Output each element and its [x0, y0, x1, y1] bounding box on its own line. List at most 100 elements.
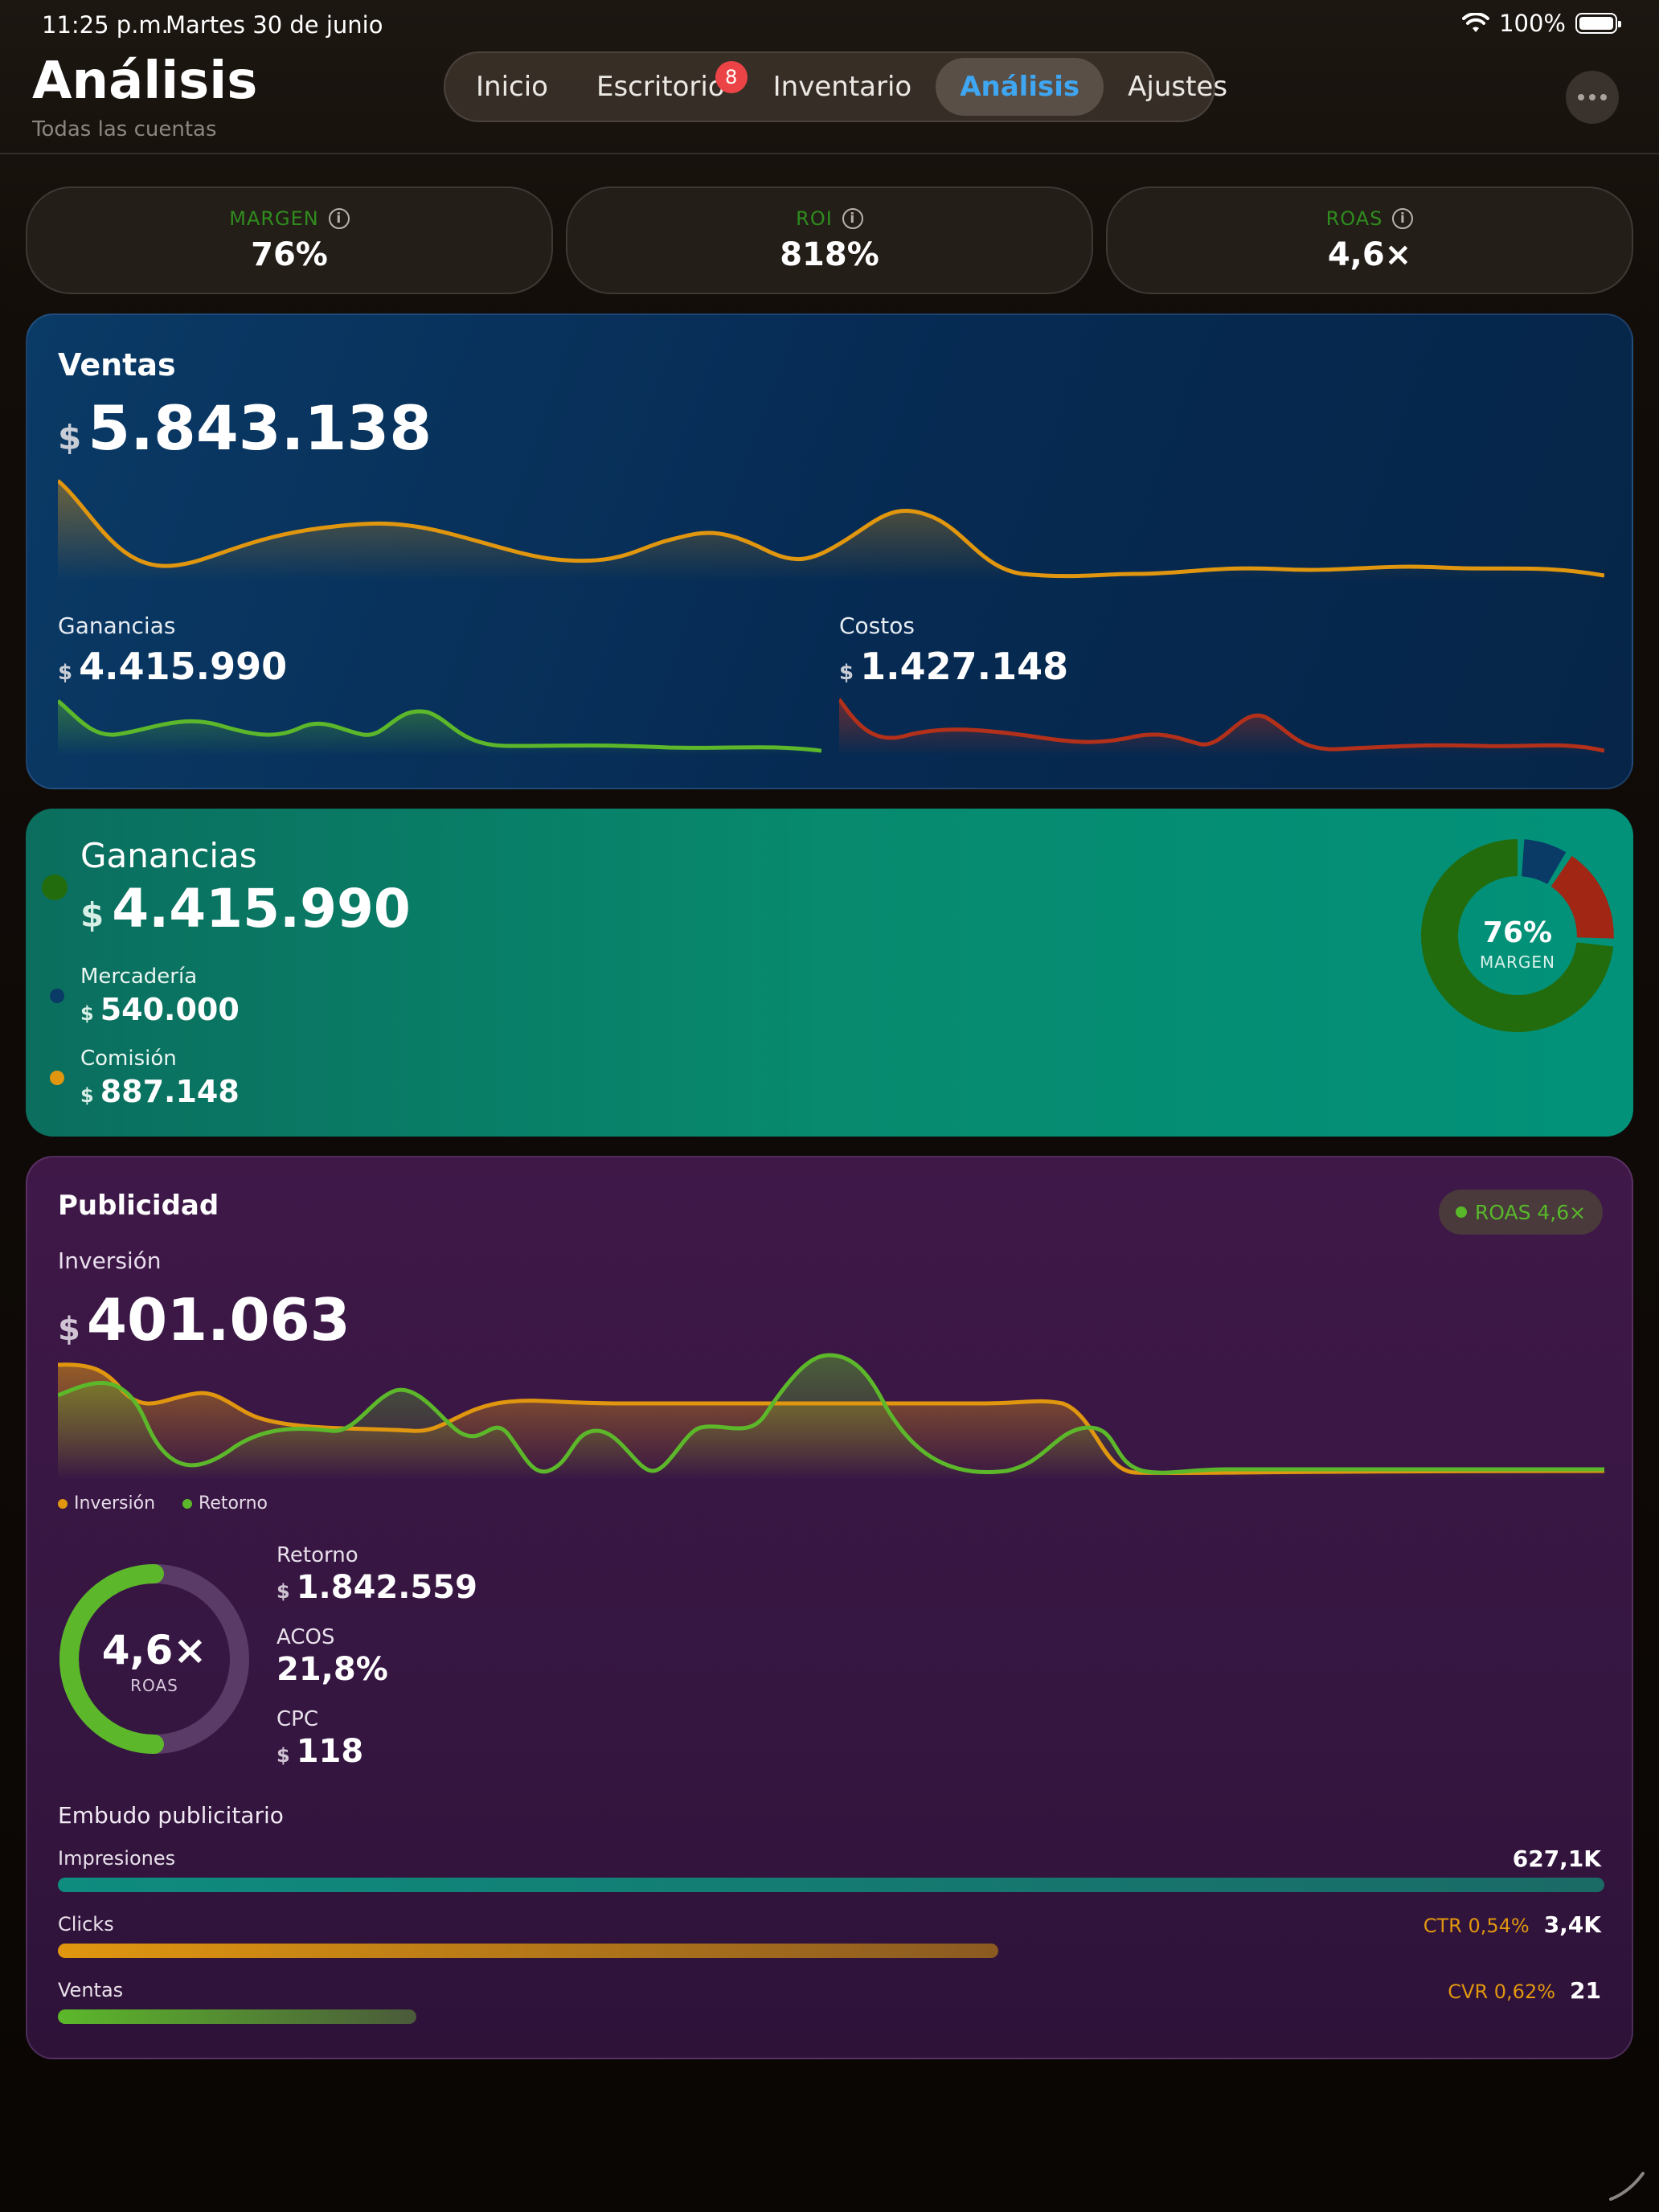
margen-donut: 76% MARGEN [1420, 839, 1614, 1032]
funnel-bar-impresiones [58, 1878, 1604, 1892]
ventas-line [58, 479, 1604, 579]
inversion-value: 401.063 [86, 1286, 350, 1354]
battery-percent: 100% [1499, 10, 1566, 37]
tab-label: Análisis [960, 71, 1080, 103]
funnel-values-impresiones: 627,1K [1498, 1845, 1601, 1872]
funnel-title: Embudo publicitario [58, 1802, 284, 1829]
ventas-card[interactable]: Ventas $ 5.843.138 Ganancias $ 4.415.990… [26, 313, 1633, 789]
resize-handle-icon[interactable] [1608, 2170, 1648, 2202]
tab-label: Ajustes [1128, 71, 1228, 103]
currency-symbol: $ [276, 1580, 290, 1603]
ellipsis-icon [1578, 94, 1584, 100]
mercaderia-value: 540.000 [100, 992, 240, 1027]
roas-dot [1455, 1206, 1467, 1218]
ganancias-card-total-value: 4.415.990 [112, 878, 411, 940]
ganancias-value: 4.415.990 [79, 645, 288, 688]
ganancias-card[interactable]: Ganancias $ 4.415.990 Mercadería $ 540.0… [26, 809, 1633, 1137]
header-divider [0, 153, 1659, 154]
acos-label: ACOS [276, 1625, 335, 1649]
chart-legend: Inversión Retorno [58, 1493, 268, 1514]
funnel-label-clicks: Clicks [58, 1913, 114, 1936]
roas-ring: 4,6× ROAS [59, 1564, 249, 1754]
funnel-value: 3,4K [1543, 1911, 1601, 1938]
metric-value: 4,6× [1327, 236, 1412, 273]
info-icon[interactable]: i [842, 208, 863, 229]
publicidad-title: Publicidad [58, 1190, 219, 1222]
publicidad-chart [58, 1353, 1604, 1479]
mercaderia-amount: $ 540.000 [80, 992, 240, 1027]
status-right: 100% [1462, 10, 1621, 37]
legend-dot [182, 1498, 193, 1509]
page-title: Análisis [32, 51, 258, 111]
tab-ajustes[interactable]: Ajustes [1104, 58, 1251, 116]
retorno-line [58, 1353, 1604, 1475]
currency-symbol: $ [80, 1002, 94, 1025]
metric-label: ROI [796, 207, 833, 230]
metric-roas[interactable]: ROAS i 4,6× [1106, 186, 1633, 294]
ganancias-card-title: Ganancias [80, 836, 257, 875]
metric-label-row: ROAS i [1326, 207, 1414, 230]
donut-ganancias-segment [1420, 839, 1614, 1032]
currency-symbol: $ [58, 661, 73, 685]
tab-label: Inicio [476, 71, 548, 103]
notification-badge: 8 [715, 61, 748, 93]
funnel-bar-clicks [58, 1944, 998, 1958]
costos-area [839, 699, 1604, 756]
legend-label: Inversión [74, 1493, 156, 1514]
donut-label: MARGEN [1480, 952, 1555, 972]
funnel-label-ventas: Ventas [58, 1979, 124, 2001]
ganancias-amount: $ 4.415.990 [58, 645, 287, 688]
tab-inventario[interactable]: Inventario [749, 58, 936, 116]
publicidad-card[interactable]: Publicidad ROAS 4,6× Inversión $ 401.063… [26, 1156, 1633, 2059]
roas-ring-label: ROAS [130, 1676, 178, 1695]
retorno-amount: $ 1.842.559 [276, 1569, 477, 1606]
legend-retorno: Retorno [182, 1493, 268, 1514]
costos-amount: $ 1.427.148 [839, 645, 1068, 688]
legend-inversion: Inversión [58, 1493, 155, 1514]
tab-analisis[interactable]: Análisis [936, 58, 1104, 116]
funnel-rate: CTR 0,54% [1423, 1915, 1530, 1937]
comision-amount: $ 887.148 [80, 1074, 240, 1109]
legend-label: Retorno [199, 1493, 268, 1514]
status-time: 11:25 p.m. [42, 11, 169, 39]
metric-roi[interactable]: ROI i 818% [566, 186, 1093, 294]
cpc-value: 118 [296, 1733, 364, 1770]
roas-pill: ROAS 4,6× [1439, 1190, 1603, 1235]
ganancias-label: Ganancias [58, 612, 176, 639]
metric-value: 76% [251, 236, 328, 273]
mercaderia-legend-dot [50, 989, 64, 1003]
wifi-icon [1462, 13, 1490, 32]
page-subtitle[interactable]: Todas las cuentas [32, 117, 217, 141]
info-icon[interactable]: i [1392, 208, 1414, 229]
ganancias-legend-dot [42, 875, 68, 900]
metric-label-row: ROI i [796, 207, 863, 230]
currency-symbol: $ [276, 1744, 290, 1767]
inversion-line [58, 1362, 1604, 1476]
retorno-value: 1.842.559 [296, 1569, 477, 1606]
currency-symbol: $ [58, 418, 82, 457]
battery-icon [1575, 13, 1621, 34]
metric-margen[interactable]: MARGEN i 76% [26, 186, 553, 294]
tab-escritorio[interactable]: Escritorio 8 [572, 58, 749, 116]
donut-comision-segment [1550, 855, 1614, 939]
costos-value: 1.427.148 [860, 645, 1069, 688]
more-options-button[interactable] [1566, 71, 1619, 124]
acos-amount: 21,8% [276, 1651, 388, 1688]
status-date: Martes 30 de junio [166, 11, 383, 39]
funnel-value: 21 [1570, 1977, 1601, 2004]
costos-label: Costos [839, 612, 915, 639]
funnel-value: 627,1K [1512, 1845, 1601, 1872]
funnel-values-ventas: CVR 0,62% 21 [1448, 1977, 1601, 2004]
roas-ring-progress [59, 1564, 164, 1754]
metric-label: MARGEN [229, 207, 319, 230]
metric-label: ROAS [1325, 207, 1383, 230]
info-icon[interactable]: i [328, 208, 350, 229]
currency-symbol: $ [80, 1084, 94, 1107]
ganancias-sparkline [58, 699, 821, 756]
ganancias-card-total: $ 4.415.990 [80, 878, 411, 940]
tab-inicio[interactable]: Inicio [452, 58, 572, 116]
comision-label: Comisión [80, 1047, 177, 1071]
inversion-amount: $ 401.063 [58, 1286, 350, 1354]
funnel-label-impresiones: Impresiones [58, 1847, 176, 1870]
tab-label: Inventario [772, 71, 912, 103]
